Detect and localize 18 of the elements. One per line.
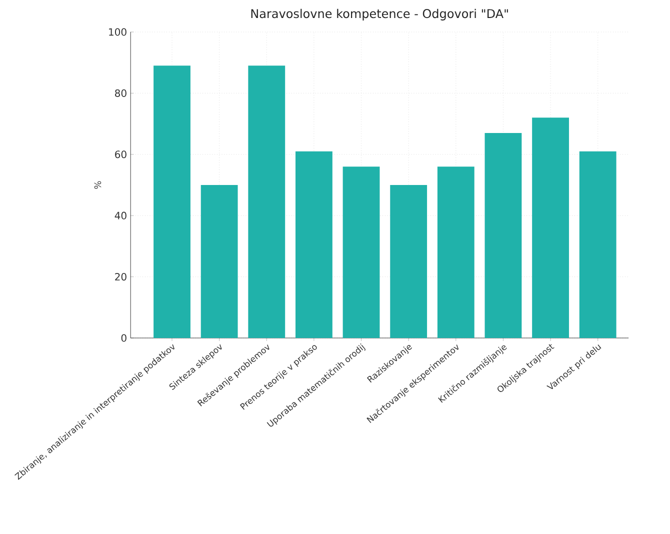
y-tick-label: 60 — [115, 150, 126, 158]
y-tick-label: 80 — [115, 89, 126, 97]
bar — [200, 184, 238, 338]
bar — [390, 184, 428, 338]
y-tick-label: 40 — [114, 212, 126, 220]
bar — [154, 66, 190, 338]
bar — [484, 132, 522, 338]
chart-title: Naravoslovne kompetence - Odgovori "DA" — [251, 8, 508, 20]
bar — [296, 151, 332, 338]
bar — [248, 66, 286, 338]
bar — [579, 151, 616, 338]
y-tick-label: 100 — [109, 28, 126, 36]
y-axis-title: % — [94, 181, 102, 189]
bar — [437, 166, 474, 338]
y-tick-label: 0 — [121, 334, 126, 342]
y-tick-label: 20 — [115, 272, 126, 281]
bar — [342, 166, 380, 338]
bar — [532, 118, 569, 338]
